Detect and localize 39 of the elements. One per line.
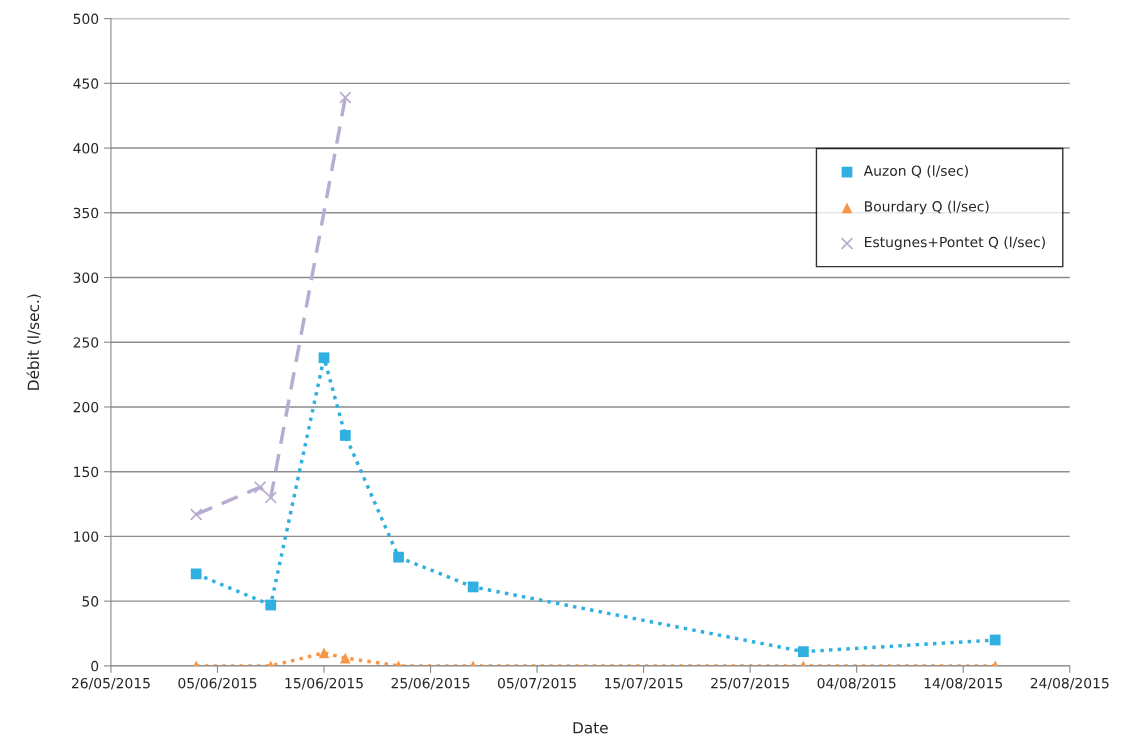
x-tick-label: 15/07/2015 [605,677,683,690]
point [339,430,351,441]
point [393,551,404,563]
point [339,652,351,664]
y-tick-label: 450 [73,78,99,89]
x-tick-label: 24/08/2015 [1030,677,1109,690]
y-tick-label: 0 [91,660,99,672]
point [265,599,277,611]
x-tick-label: 25/07/2015 [711,677,789,690]
x-tick-label: 15/06/2015 [285,677,363,690]
point [989,634,1001,646]
y-tick-label: 500 [73,13,99,25]
legend-label: Auzon Q (l/sec) [863,165,968,178]
x-tick-label: 26/05/2015 [71,677,150,690]
y-tick-label: 300 [73,272,99,283]
point [798,646,809,658]
y-tick-label: 50 [82,596,99,607]
x-tick-label: 05/06/2015 [178,677,257,690]
x-axis-title: Date [573,722,608,734]
y-tick-label: 150 [74,466,99,478]
x-tick-label: 04/08/2015 [817,677,896,690]
point [264,491,277,504]
x-tick-label: 25/06/2015 [391,677,470,690]
point [339,91,352,104]
point [189,508,203,521]
point [467,581,479,593]
y-axis-title: Débit (l/sec.) [26,294,41,390]
legend-label: Bourdary Q (l/sec) [865,200,989,215]
y-tick-label: 200 [73,401,99,413]
point [253,481,267,494]
y-tick-label: 100 [74,531,99,542]
y-tick-label: 250 [73,337,99,348]
legend-label: Estugnes+Pontet Q (l/sec) [865,236,1045,250]
point [190,568,202,580]
y-tick-label: 350 [73,207,99,219]
y-tick-label: 400 [73,143,99,154]
x-tick-label: 14/08/2015 [924,677,1003,690]
point [318,352,330,364]
x-tick-label: 05/07/2015 [497,677,576,690]
